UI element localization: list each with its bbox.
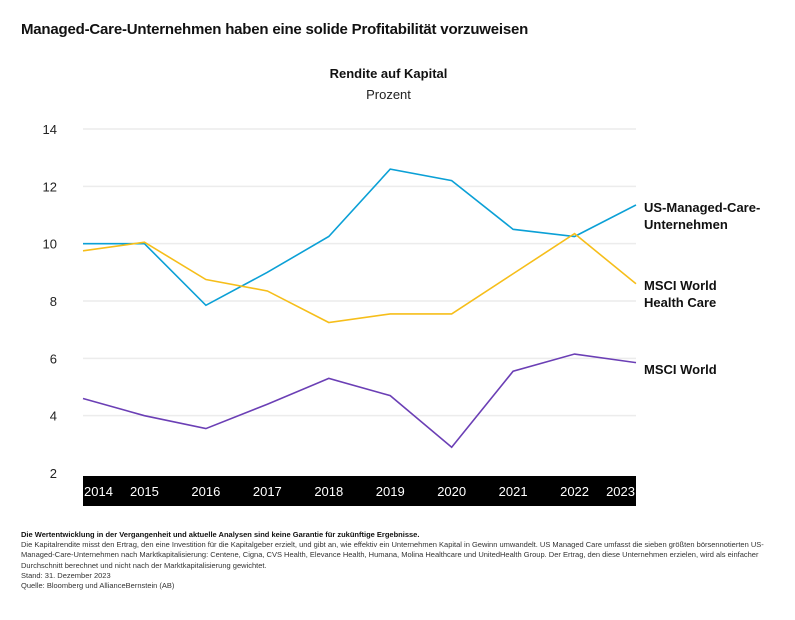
series-label: Health Care <box>644 295 716 310</box>
series-line-msci-world <box>82 353 637 449</box>
x-tick-label: 2015 <box>130 484 159 499</box>
y-tick-label: 12 <box>43 179 57 194</box>
series-label: MSCI World <box>644 362 717 377</box>
y-tick-label: 14 <box>43 122 57 137</box>
y-tick-label: 8 <box>50 294 57 309</box>
series-label: Unternehmen <box>644 217 728 232</box>
chart-title: Rendite auf Kapital <box>329 66 448 81</box>
y-tick-label: 6 <box>50 351 57 366</box>
chart-subtitle: Prozent <box>366 87 411 102</box>
x-tick-label: 2017 <box>253 484 282 499</box>
chart-title-wrap: Rendite auf Kapital <box>0 66 795 81</box>
series-lines <box>82 168 637 449</box>
y-axis: 14 12 10 8 6 4 2 <box>43 122 57 481</box>
series-label: MSCI World <box>644 278 717 293</box>
chart-subtitle-wrap: Prozent <box>0 87 795 102</box>
source: Quelle: Bloomberg und AllianceBernstein … <box>21 581 175 591</box>
footnotes: Die Wertentwicklung in der Vergangenheit… <box>21 530 781 591</box>
as-of-date: Stand: 31. Dezember 2023 <box>21 570 111 580</box>
x-tick-label: 2014 <box>84 484 113 499</box>
disclaimer: Die Wertentwicklung in der Vergangenheit… <box>21 530 420 539</box>
series-labels: US-Managed-Care- Unternehmen MSCI World Hea… <box>644 200 760 377</box>
x-tick-label: 2019 <box>376 484 405 499</box>
y-tick-label: 2 <box>50 466 57 481</box>
y-tick-label: 4 <box>50 409 57 424</box>
x-axis: 2014 2015 2016 2017 2018 2019 2020 2021 2022 2023 <box>84 484 635 499</box>
x-tick-label: 2018 <box>314 484 343 499</box>
gridlines <box>83 128 636 417</box>
x-tick-label: 2022 <box>560 484 589 499</box>
x-tick-label: 2016 <box>191 484 220 499</box>
x-tick-label: 2020 <box>437 484 466 499</box>
series-line-msci-world-health-care <box>82 232 637 324</box>
x-tick-label: 2023 <box>606 484 635 499</box>
definition: Die Kapitalrendite misst den Ertrag, den… <box>21 540 764 570</box>
x-tick-label: 2021 <box>499 484 528 499</box>
headline: Managed-Care-Unternehmen haben eine soli… <box>21 21 529 38</box>
series-line-us-managed-care-unternehmen <box>83 168 637 307</box>
y-tick-label: 10 <box>43 237 57 252</box>
x-axis-band <box>83 476 636 506</box>
series-label: US-Managed-Care- <box>644 200 760 215</box>
